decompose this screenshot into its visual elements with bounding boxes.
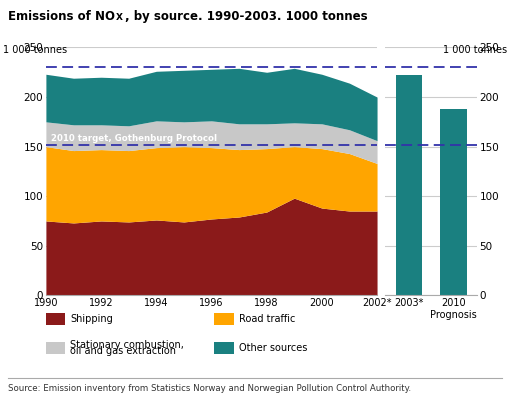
Text: , by source. 1990-2003. 1000 tonnes: , by source. 1990-2003. 1000 tonnes — [125, 10, 367, 23]
Text: Source: Emission inventory from Statistics Norway and Norwegian Pollution Contro: Source: Emission inventory from Statisti… — [8, 384, 410, 393]
Text: oil and gas extraction: oil and gas extraction — [70, 346, 176, 356]
Text: Road traffic: Road traffic — [238, 314, 295, 324]
Text: Shipping: Shipping — [70, 314, 113, 324]
Text: Other sources: Other sources — [238, 343, 306, 353]
Bar — [439, 109, 466, 295]
Text: Emissions of NO: Emissions of NO — [8, 10, 115, 23]
Text: 1 000 tonnes: 1 000 tonnes — [3, 45, 67, 55]
Text: X: X — [116, 13, 123, 22]
Bar — [395, 75, 421, 295]
Text: Stationary combustion,: Stationary combustion, — [70, 340, 184, 350]
Text: 1 000 tonnes: 1 000 tonnes — [442, 45, 506, 55]
Text: 2010 target, Gothenburg Protocol: 2010 target, Gothenburg Protocol — [51, 134, 217, 142]
Text: 1994 target, Sofia Protocol: 1994 target, Sofia Protocol — [51, 56, 184, 65]
